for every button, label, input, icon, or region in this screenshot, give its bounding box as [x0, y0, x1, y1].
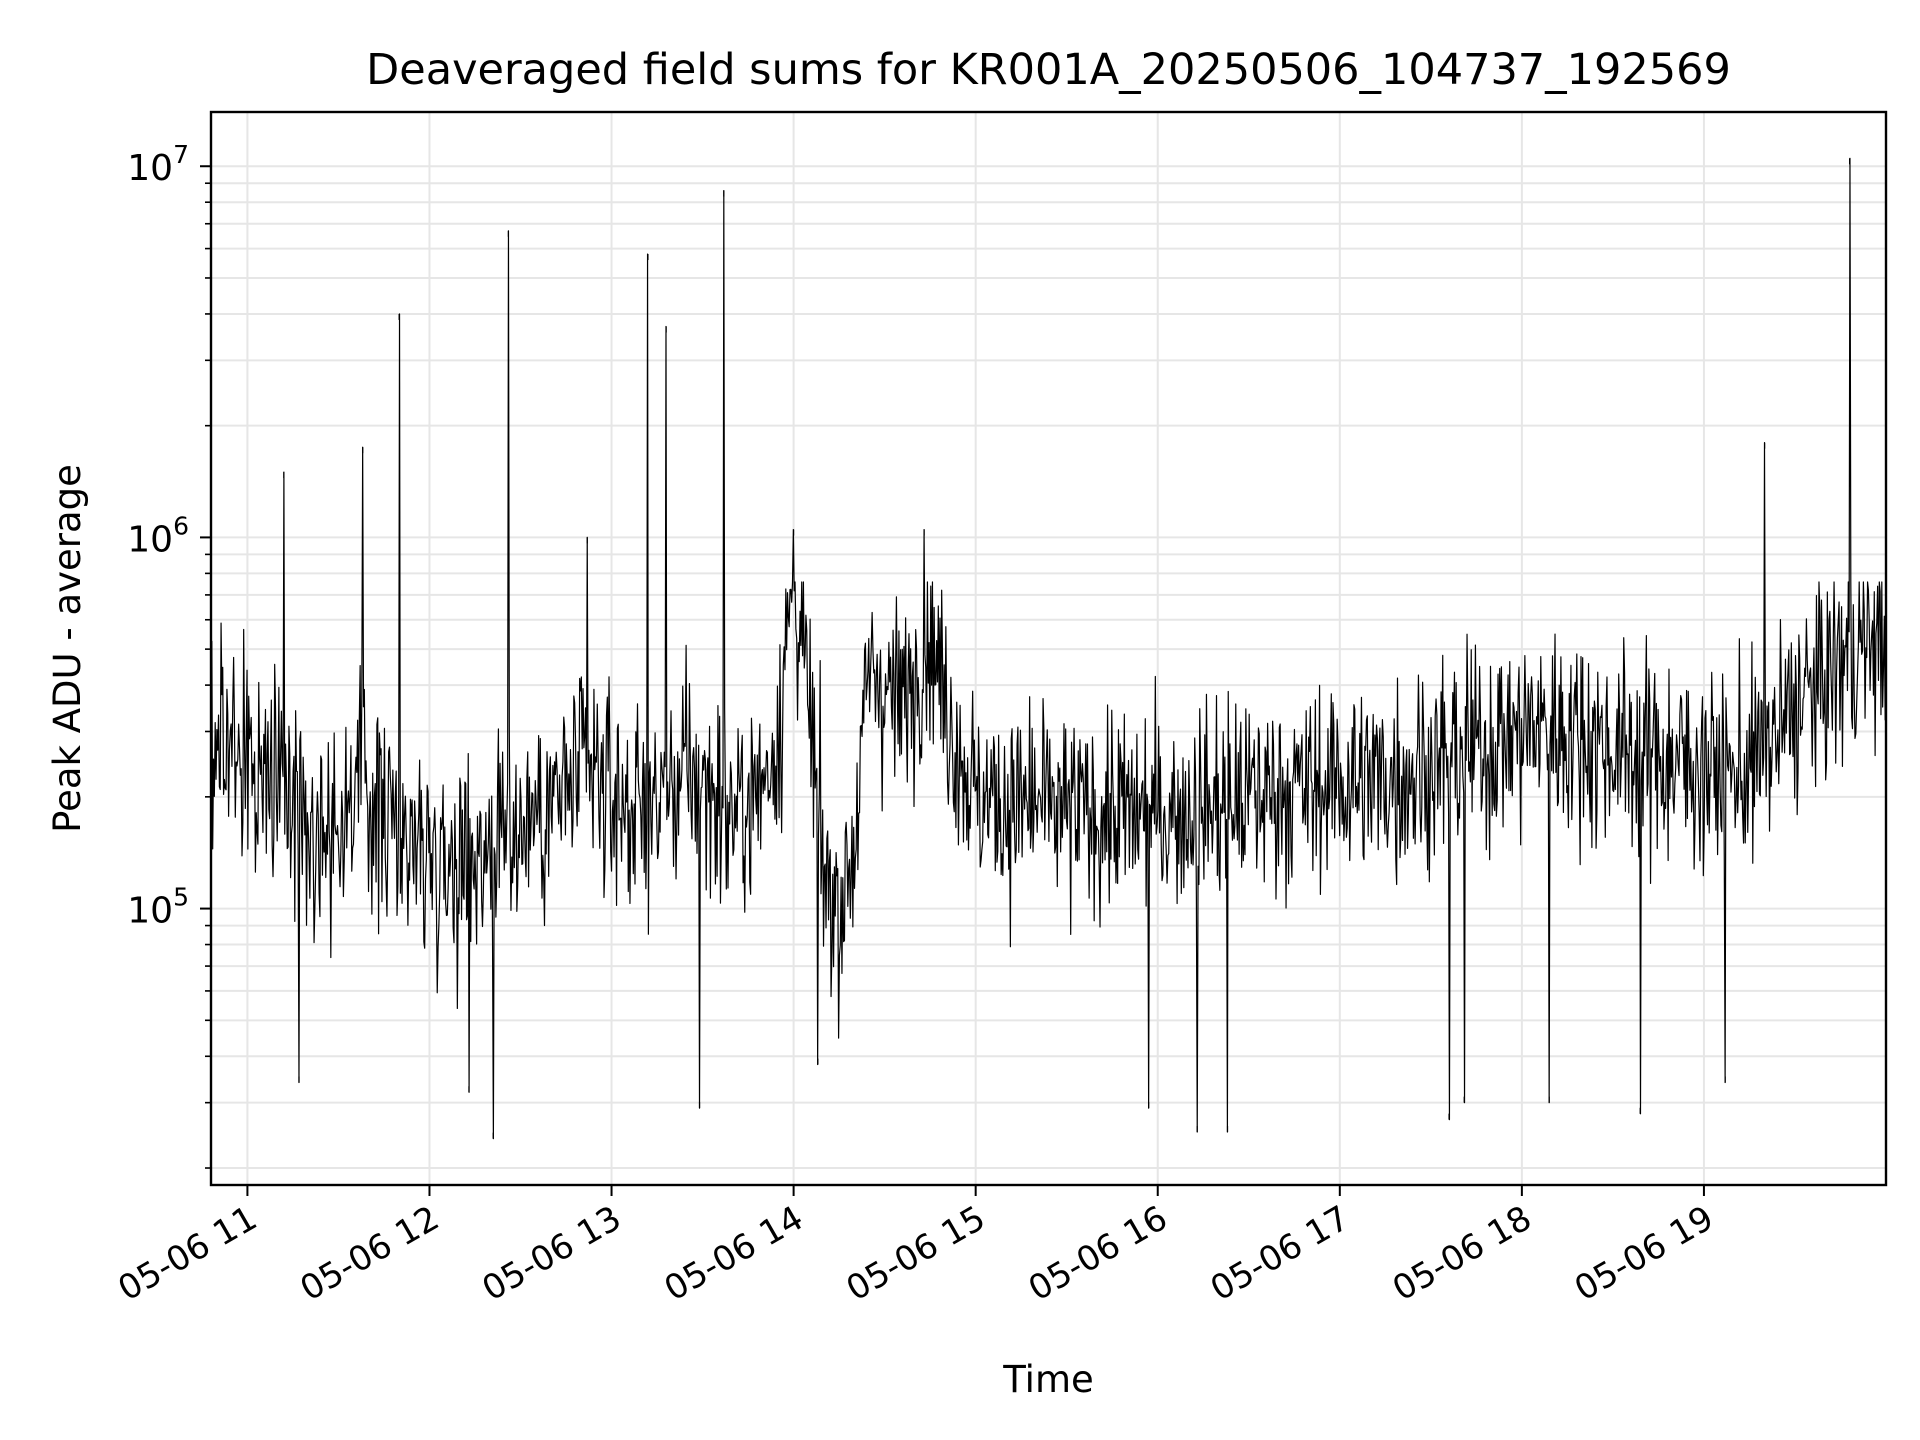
y-tick-base: 10 [127, 891, 173, 932]
x-axis-label: Time [1002, 1358, 1094, 1401]
y-tick-base: 10 [127, 519, 173, 560]
chart-title: Deaveraged field sums for KR001A_2025050… [366, 45, 1731, 95]
y-tick-label: 107 [127, 140, 189, 189]
y-axis-label: Peak ADU - average [46, 464, 89, 833]
y-tick-exponent: 6 [173, 511, 189, 540]
y-tick-exponent: 7 [173, 140, 189, 169]
y-tick-label: 105 [127, 883, 189, 932]
series-line [210, 157, 1887, 1140]
y-tick-label: 106 [127, 511, 189, 560]
y-tick-base: 10 [127, 148, 173, 189]
data-layer [210, 157, 1887, 1140]
y-tick-exponent: 5 [173, 883, 189, 912]
